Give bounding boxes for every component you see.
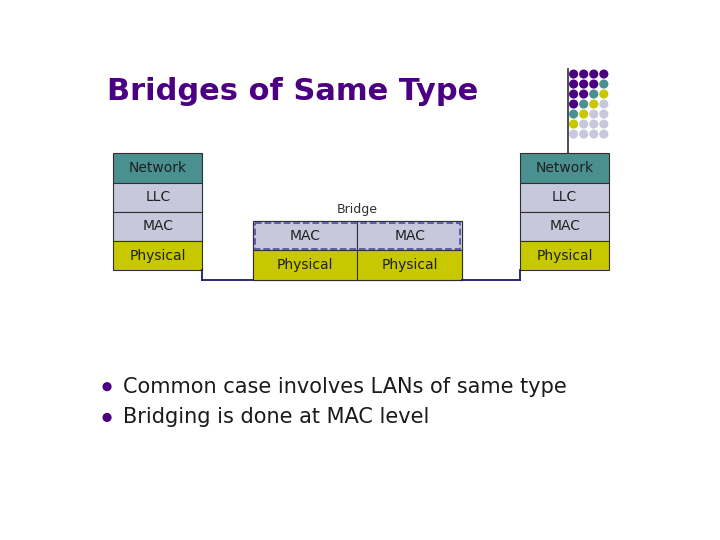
Text: Bridging is done at MAC level: Bridging is done at MAC level	[122, 408, 429, 428]
Bar	[113, 241, 202, 271]
Text: Common case involves LANs of same type: Common case involves LANs of same type	[122, 377, 567, 397]
Text: MAC: MAC	[143, 219, 174, 233]
Circle shape	[600, 110, 608, 118]
Text: LLC: LLC	[145, 190, 171, 204]
Circle shape	[580, 120, 588, 128]
Circle shape	[600, 130, 608, 138]
Circle shape	[580, 70, 588, 78]
Circle shape	[590, 120, 598, 128]
Circle shape	[103, 383, 111, 390]
Bar	[253, 221, 357, 251]
Circle shape	[590, 100, 598, 108]
Text: Physical: Physical	[382, 258, 438, 272]
Circle shape	[580, 130, 588, 138]
Circle shape	[580, 110, 588, 118]
Text: Bridge: Bridge	[337, 203, 378, 216]
Bar	[113, 212, 202, 241]
Circle shape	[570, 70, 577, 78]
Circle shape	[600, 120, 608, 128]
Circle shape	[570, 130, 577, 138]
Circle shape	[580, 90, 588, 98]
Circle shape	[570, 100, 577, 108]
Circle shape	[590, 130, 598, 138]
Bar	[520, 183, 609, 212]
Bar	[357, 251, 462, 280]
Circle shape	[590, 80, 598, 88]
Bar	[255, 222, 459, 249]
Circle shape	[580, 80, 588, 88]
Circle shape	[570, 90, 577, 98]
Bar	[520, 241, 609, 271]
Text: Physical: Physical	[130, 249, 186, 263]
Text: MAC: MAC	[289, 229, 320, 243]
Bar	[253, 251, 357, 280]
Text: Network: Network	[129, 161, 187, 175]
Text: Bridges of Same Type: Bridges of Same Type	[107, 77, 478, 106]
Circle shape	[600, 90, 608, 98]
Text: MAC: MAC	[394, 229, 426, 243]
Text: Physical: Physical	[276, 258, 333, 272]
Circle shape	[600, 100, 608, 108]
Circle shape	[570, 80, 577, 88]
Text: Physical: Physical	[536, 249, 593, 263]
Circle shape	[570, 110, 577, 118]
Circle shape	[600, 80, 608, 88]
Circle shape	[590, 110, 598, 118]
Circle shape	[590, 90, 598, 98]
Bar	[520, 153, 609, 183]
Text: LLC: LLC	[552, 190, 577, 204]
Bar	[113, 183, 202, 212]
Bar	[520, 212, 609, 241]
Circle shape	[600, 70, 608, 78]
Text: Network: Network	[536, 161, 594, 175]
Bar	[253, 221, 462, 280]
Circle shape	[570, 120, 577, 128]
Circle shape	[590, 70, 598, 78]
Circle shape	[580, 100, 588, 108]
Bar	[113, 153, 202, 183]
Circle shape	[103, 414, 111, 421]
Text: MAC: MAC	[549, 219, 580, 233]
Bar	[357, 221, 462, 251]
